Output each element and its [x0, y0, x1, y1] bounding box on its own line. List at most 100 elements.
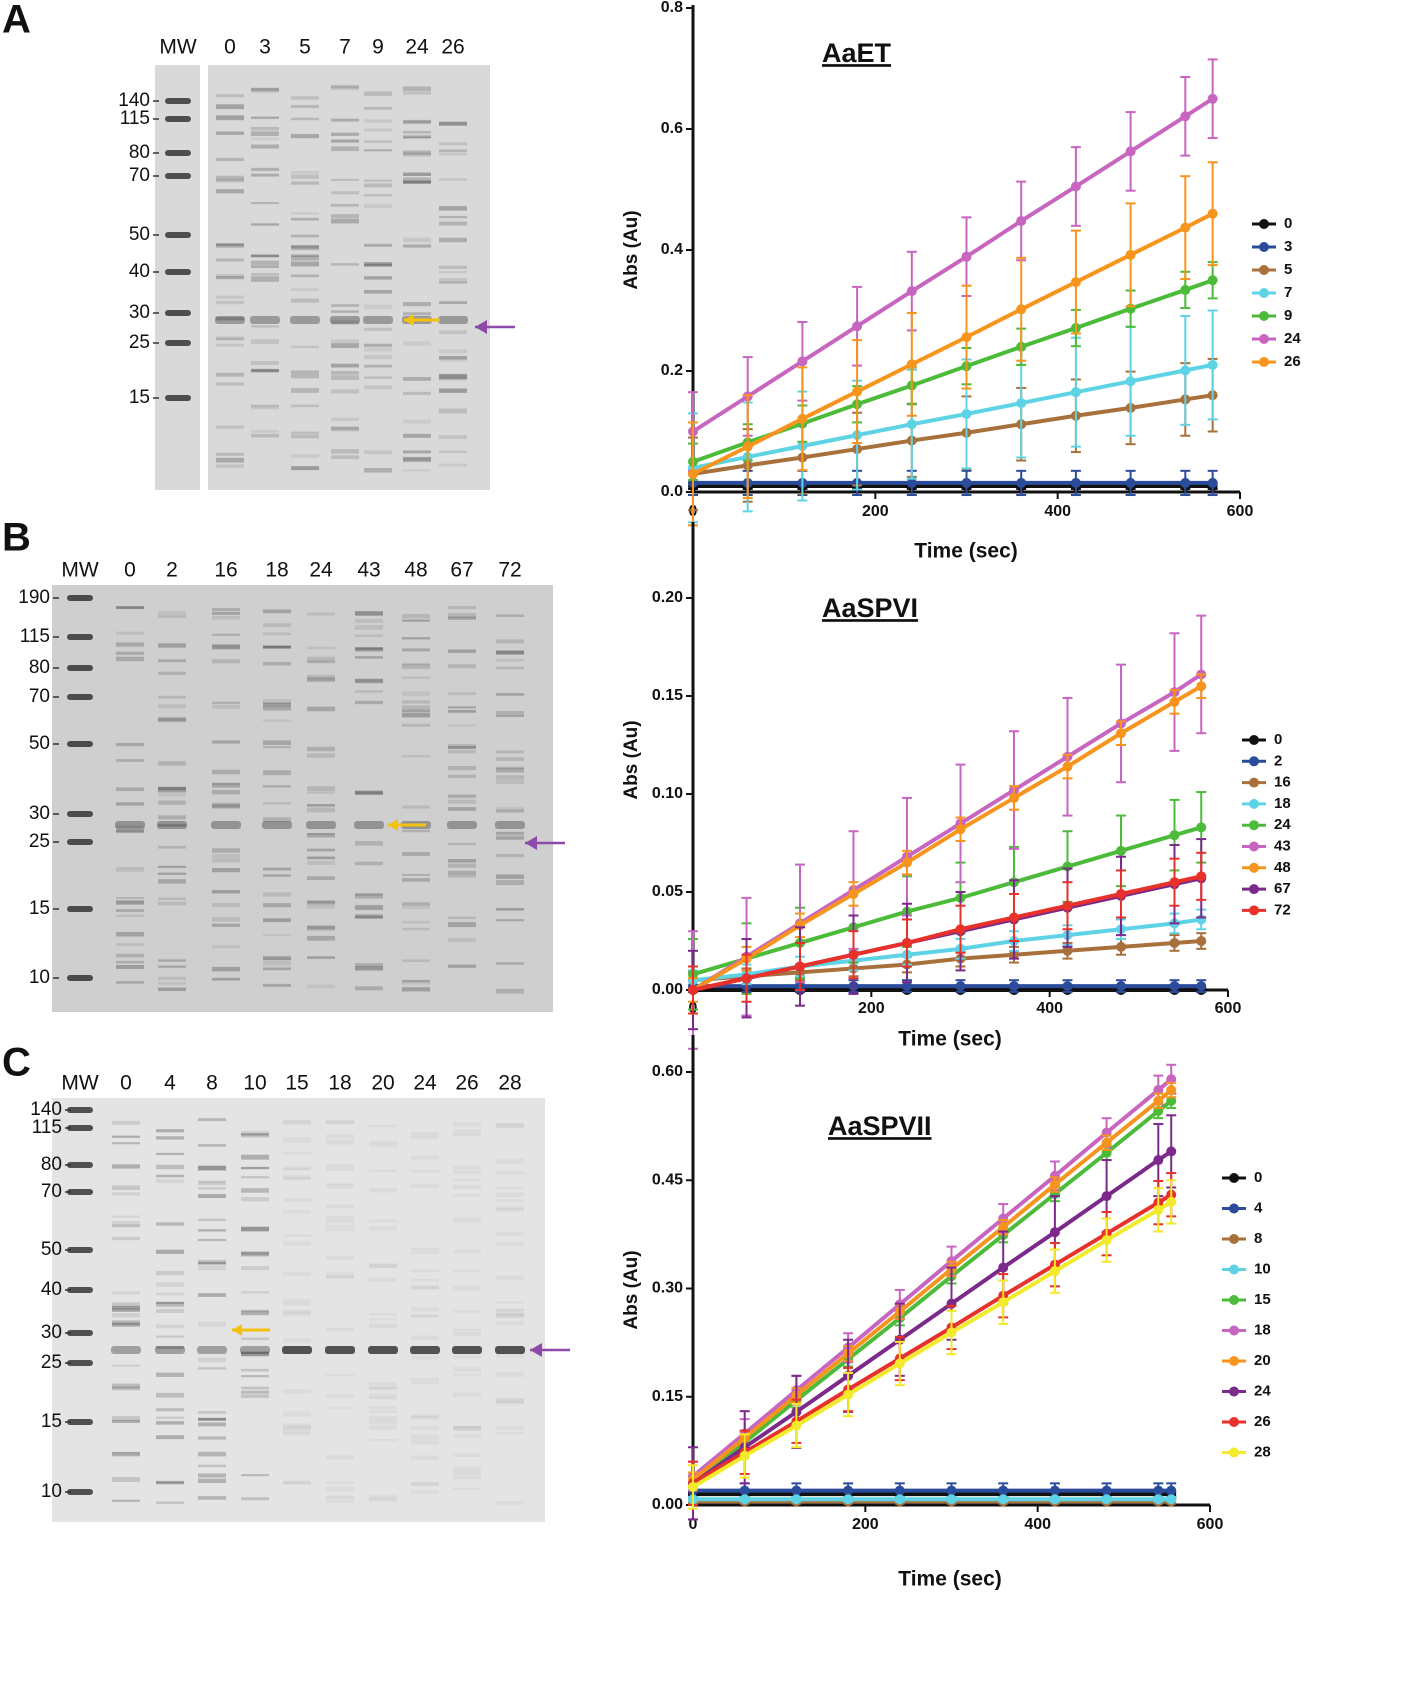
- gel-band: [403, 91, 431, 95]
- legend-marker: [1229, 1264, 1239, 1275]
- gel-band: [364, 128, 392, 132]
- gel-band: [439, 277, 467, 282]
- gel-band: [156, 1372, 184, 1377]
- gel-band: [355, 634, 383, 637]
- legend-label: 7: [1284, 284, 1292, 301]
- gel-band: [369, 1494, 397, 1500]
- gel-band: [369, 1323, 397, 1327]
- gel-band: [112, 1135, 140, 1138]
- gel-band: [355, 904, 383, 910]
- y-tick-label: 0.30: [652, 1280, 683, 1297]
- x-tick-label: 200: [852, 1516, 879, 1533]
- gel-band: [116, 914, 144, 917]
- gel-band: [158, 704, 186, 709]
- gel-band: [241, 1251, 269, 1255]
- gel-band: [156, 1481, 184, 1485]
- gel-band: [364, 179, 392, 182]
- y-tick-label: 0.45: [652, 1171, 683, 1188]
- data-point: [1016, 215, 1027, 226]
- mw-band: [67, 1107, 93, 1113]
- gel-band: [326, 1275, 354, 1279]
- gel-band: [112, 1306, 140, 1309]
- gel-band: [198, 1229, 226, 1232]
- mw-label: 30: [41, 1322, 62, 1343]
- gel-band: [112, 1451, 140, 1457]
- gel-band: [158, 659, 186, 663]
- data-point: [1062, 900, 1073, 911]
- mw-label: 80: [41, 1154, 62, 1175]
- gel-band: [283, 1175, 311, 1180]
- gel-band: [403, 457, 431, 463]
- gel-band: [496, 750, 524, 754]
- legend-label: 43: [1274, 837, 1291, 854]
- gel-band: [402, 613, 430, 619]
- gel-band: [369, 1313, 397, 1316]
- gel-band: [212, 789, 240, 795]
- gel-band: [112, 1451, 140, 1456]
- data-point: [1196, 822, 1207, 833]
- gel-band: [307, 646, 335, 650]
- gel-band: [453, 1249, 481, 1253]
- gel-band: [364, 385, 392, 390]
- gel-band: [439, 408, 467, 414]
- gel-band: [112, 1120, 140, 1125]
- gel-band: [112, 1320, 140, 1325]
- gel-band: [251, 116, 279, 120]
- gel-band: [216, 178, 244, 183]
- gel-band: [439, 149, 467, 153]
- gel-band: [411, 1269, 439, 1273]
- data-point: [902, 981, 912, 992]
- gel-band: [158, 786, 186, 790]
- gel-band: [496, 666, 524, 670]
- data-point: [739, 1494, 750, 1505]
- gel-band: [496, 1313, 524, 1318]
- data-point: [961, 251, 972, 262]
- data-point: [1009, 792, 1019, 803]
- gel-band: [496, 1401, 524, 1405]
- mw-band: [67, 595, 93, 601]
- gel-band: [496, 693, 524, 696]
- gel-band: [263, 623, 291, 628]
- gel-band: [411, 1352, 439, 1356]
- gel-band: [496, 1192, 524, 1197]
- gel-band: [411, 1490, 439, 1494]
- gel-band: [496, 1398, 524, 1403]
- gel-band: [116, 965, 144, 969]
- gel-band: [112, 1386, 140, 1391]
- gel-band: [240, 1346, 270, 1354]
- gel-band: [496, 1241, 524, 1247]
- data-point: [1101, 1137, 1112, 1148]
- gel-band: [307, 904, 335, 909]
- gel-band: [212, 644, 240, 650]
- gel-band: [251, 273, 279, 276]
- gel-band: [403, 244, 431, 248]
- lane-label: 2: [166, 559, 178, 582]
- mw-label: 25: [129, 332, 150, 353]
- lane-label: 9: [372, 36, 384, 59]
- gel-band: [411, 1252, 439, 1255]
- gel-band: [198, 1357, 226, 1363]
- gel-band: [355, 679, 383, 684]
- data-point: [742, 441, 753, 452]
- y-tick-label: 0.10: [652, 785, 683, 802]
- gel-band: [331, 371, 359, 375]
- gel-band: [453, 1165, 481, 1170]
- legend-label: 8: [1254, 1230, 1262, 1247]
- gel-band: [448, 613, 476, 618]
- gel-band: [402, 927, 430, 931]
- gel-band: [402, 902, 430, 906]
- gel-band: [403, 450, 431, 454]
- gel-band: [198, 1464, 226, 1468]
- gel-band: [283, 1120, 311, 1125]
- gel-band: [283, 1413, 311, 1417]
- gel-band: [112, 1291, 140, 1295]
- lane-label: 18: [328, 1072, 351, 1095]
- gel-band: [212, 854, 240, 859]
- mw-label: 30: [29, 803, 50, 824]
- mw-band: [67, 694, 93, 700]
- gel-band: [448, 746, 476, 749]
- gel-band: [241, 1309, 269, 1313]
- gel-band: [326, 1163, 354, 1169]
- gel-band: [283, 1480, 311, 1485]
- gel-band: [448, 724, 476, 727]
